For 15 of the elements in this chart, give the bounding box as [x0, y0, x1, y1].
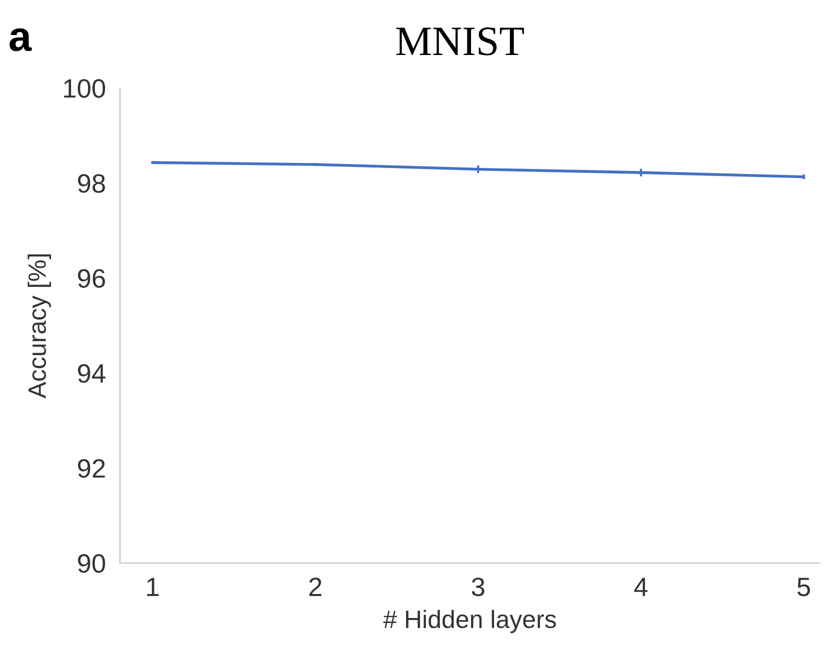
- y-tick-label: 100: [64, 79, 106, 98]
- x-axis-title: # Hidden layers: [383, 610, 556, 634]
- x-tick-label: 2: [309, 578, 322, 596]
- y-tick-label: 90: [78, 554, 106, 573]
- x-tick-label: 1: [147, 578, 159, 596]
- y-tick-label: 98: [78, 174, 105, 193]
- x-tick-label: 4: [634, 578, 648, 596]
- y-tick-label: 94: [78, 364, 106, 383]
- x-tick-label: 3: [472, 578, 484, 596]
- y-tick-label: 92: [78, 459, 105, 478]
- y-axis-title: Accuracy [%]: [28, 254, 51, 398]
- y-tick-label: 96: [78, 269, 105, 288]
- chart-title: MNIST: [396, 27, 524, 56]
- text: a: [10, 28, 32, 52]
- x-tick-label: 5: [797, 578, 810, 596]
